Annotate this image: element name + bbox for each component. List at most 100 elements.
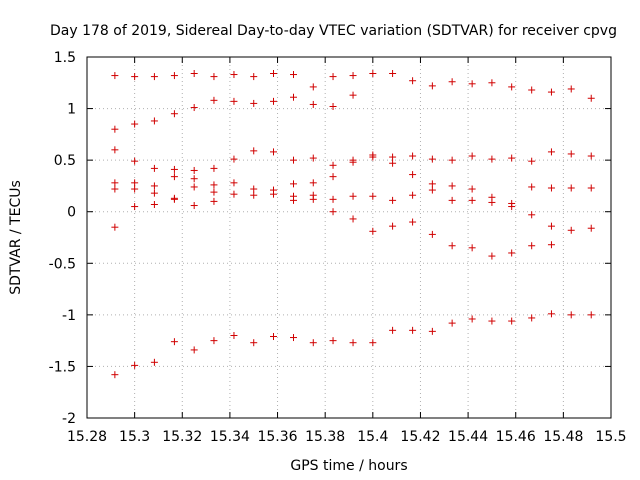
data-point: [309, 83, 317, 91]
data-point: [468, 315, 476, 323]
data-point: [290, 156, 298, 164]
data-point: [409, 326, 417, 334]
data-point: [389, 153, 397, 161]
data-point: [131, 179, 139, 187]
data-point: [150, 358, 158, 366]
data-point: [409, 171, 417, 179]
data-point: [409, 152, 417, 160]
x-axis-label: GPS time / hours: [290, 458, 407, 474]
x-tick-label: 15.48: [543, 429, 583, 445]
data-point: [567, 184, 575, 192]
data-point: [428, 327, 436, 335]
x-tick-label: 15.34: [210, 429, 250, 445]
data-point: [210, 181, 218, 189]
data-point: [111, 223, 119, 231]
data-point: [508, 317, 516, 325]
y-tick-label: 1.5: [54, 50, 76, 66]
data-point: [448, 78, 456, 86]
data-point: [448, 182, 456, 190]
data-point: [528, 314, 536, 322]
data-point: [230, 331, 238, 339]
data-point: [389, 326, 397, 334]
data-point: [150, 189, 158, 197]
data-point: [170, 173, 178, 181]
x-tick-label: 15.3: [119, 429, 150, 445]
y-tick-label: -1.5: [49, 359, 76, 375]
y-tick-label: -2: [62, 411, 76, 427]
data-point: [528, 242, 536, 250]
data-point: [349, 215, 357, 223]
data-point: [170, 110, 178, 118]
data-point: [250, 147, 258, 155]
data-point: [290, 334, 298, 342]
data-point: [349, 192, 357, 200]
x-tick-label: 15.46: [496, 429, 536, 445]
data-point: [329, 173, 337, 181]
data-point: [587, 224, 595, 232]
data-point: [269, 190, 277, 198]
data-point: [329, 337, 337, 345]
data-point: [389, 70, 397, 78]
data-point: [210, 96, 218, 104]
data-point: [190, 175, 198, 183]
data-point: [488, 79, 496, 87]
x-tick-label: 15.5: [595, 429, 626, 445]
data-point: [488, 317, 496, 325]
data-point: [488, 155, 496, 163]
data-point: [210, 197, 218, 205]
data-point: [230, 71, 238, 79]
data-point: [468, 152, 476, 160]
data-point: [269, 148, 277, 156]
data-point: [150, 182, 158, 190]
data-point: [190, 346, 198, 354]
data-point: [567, 85, 575, 93]
x-tick-label: 15.38: [305, 429, 345, 445]
data-point: [329, 208, 337, 216]
data-point: [290, 71, 298, 79]
data-point: [329, 195, 337, 203]
data-point: [508, 249, 516, 257]
data-point: [349, 91, 357, 99]
data-point: [190, 166, 198, 174]
data-point: [250, 339, 258, 347]
data-point: [150, 164, 158, 172]
data-point: [131, 203, 139, 211]
x-tick-label: 15.44: [448, 429, 488, 445]
data-point: [428, 186, 436, 194]
data-point: [309, 339, 317, 347]
data-point: [269, 97, 277, 105]
data-point: [409, 77, 417, 85]
data-point: [309, 100, 317, 108]
data-point: [587, 311, 595, 319]
data-point: [329, 73, 337, 81]
data-point: [190, 183, 198, 191]
data-point: [290, 93, 298, 101]
data-point: [389, 159, 397, 167]
data-point: [210, 337, 218, 345]
data-point: [250, 99, 258, 107]
data-point: [508, 154, 516, 162]
data-point: [190, 104, 198, 112]
data-point: [428, 180, 436, 188]
data-point: [150, 73, 158, 81]
data-point: [290, 196, 298, 204]
x-tick-label: 15.28: [67, 429, 107, 445]
data-point: [547, 222, 555, 230]
data-point: [131, 157, 139, 165]
data-point: [349, 339, 357, 347]
data-point: [210, 73, 218, 81]
data-point: [547, 184, 555, 192]
data-point: [349, 72, 357, 80]
y-tick-label: 0: [67, 205, 76, 221]
data-point: [369, 227, 377, 235]
data-point: [528, 157, 536, 165]
data-point: [230, 179, 238, 187]
data-point: [309, 179, 317, 187]
data-point: [250, 185, 258, 193]
data-points: [111, 70, 595, 379]
y-tick-label: 1: [67, 102, 76, 118]
data-point: [290, 180, 298, 188]
data-point: [170, 72, 178, 80]
data-point: [250, 73, 258, 81]
